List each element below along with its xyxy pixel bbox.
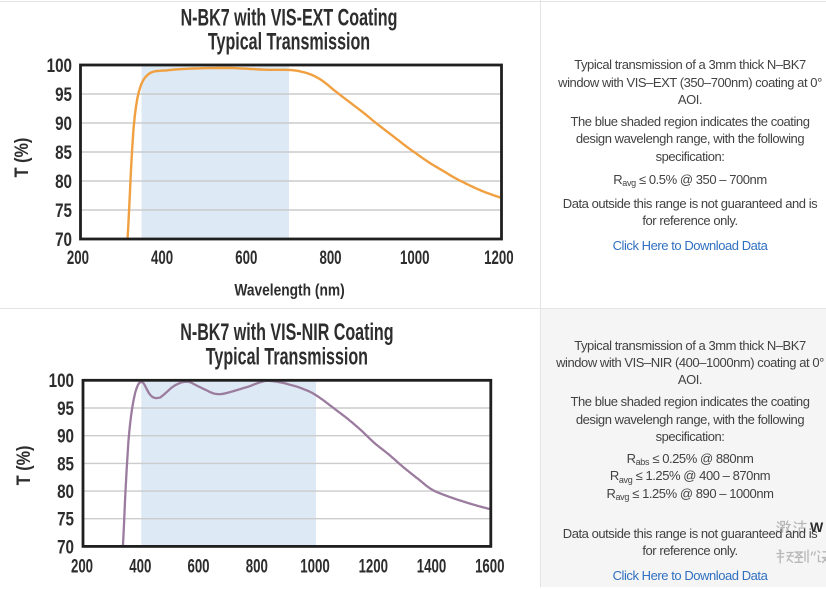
svg-text:85: 85 <box>55 141 72 163</box>
svg-text:N-BK7 with VIS-EXT Coating: N-BK7 with VIS-EXT Coating <box>181 6 398 32</box>
svg-text:600: 600 <box>187 555 209 577</box>
svg-text:75: 75 <box>57 508 74 530</box>
svg-text:100: 100 <box>49 369 74 391</box>
svg-text:1000: 1000 <box>400 246 429 268</box>
svg-text:Wavelength (nm): Wavelength (nm) <box>234 281 344 300</box>
svg-text:80: 80 <box>57 480 74 502</box>
svg-text:95: 95 <box>55 83 72 105</box>
svg-text:90: 90 <box>55 112 72 134</box>
svg-text:Typical Transmission: Typical Transmission <box>208 29 370 55</box>
svg-text:Typical Transmission: Typical Transmission <box>206 344 368 370</box>
svg-text:1400: 1400 <box>417 555 446 577</box>
svg-text:600: 600 <box>235 246 257 268</box>
svg-text:90: 90 <box>57 425 74 447</box>
svg-text:1000: 1000 <box>300 555 329 577</box>
svg-text:200: 200 <box>71 555 93 577</box>
svg-text:400: 400 <box>151 246 173 268</box>
svg-text:800: 800 <box>319 246 341 268</box>
svg-text:95: 95 <box>57 397 74 419</box>
svg-text:85: 85 <box>57 452 74 474</box>
svg-text:100: 100 <box>47 54 72 76</box>
svg-text:800: 800 <box>246 555 268 577</box>
svg-text:70: 70 <box>57 535 74 557</box>
svg-text:75: 75 <box>55 199 72 221</box>
svg-text:70: 70 <box>55 228 72 250</box>
svg-text:T (%): T (%) <box>13 446 34 486</box>
svg-text:N-BK7 with VIS-NIR Coating: N-BK7 with VIS-NIR Coating <box>180 320 393 346</box>
svg-text:200: 200 <box>67 246 89 268</box>
svg-text:1200: 1200 <box>359 555 388 577</box>
svg-text:1600: 1600 <box>475 555 504 577</box>
svg-text:80: 80 <box>55 170 72 192</box>
svg-text:400: 400 <box>129 555 151 577</box>
svg-text:W: W <box>810 519 824 535</box>
svg-text:1200: 1200 <box>484 246 513 268</box>
svg-text:T (%): T (%) <box>11 138 32 178</box>
